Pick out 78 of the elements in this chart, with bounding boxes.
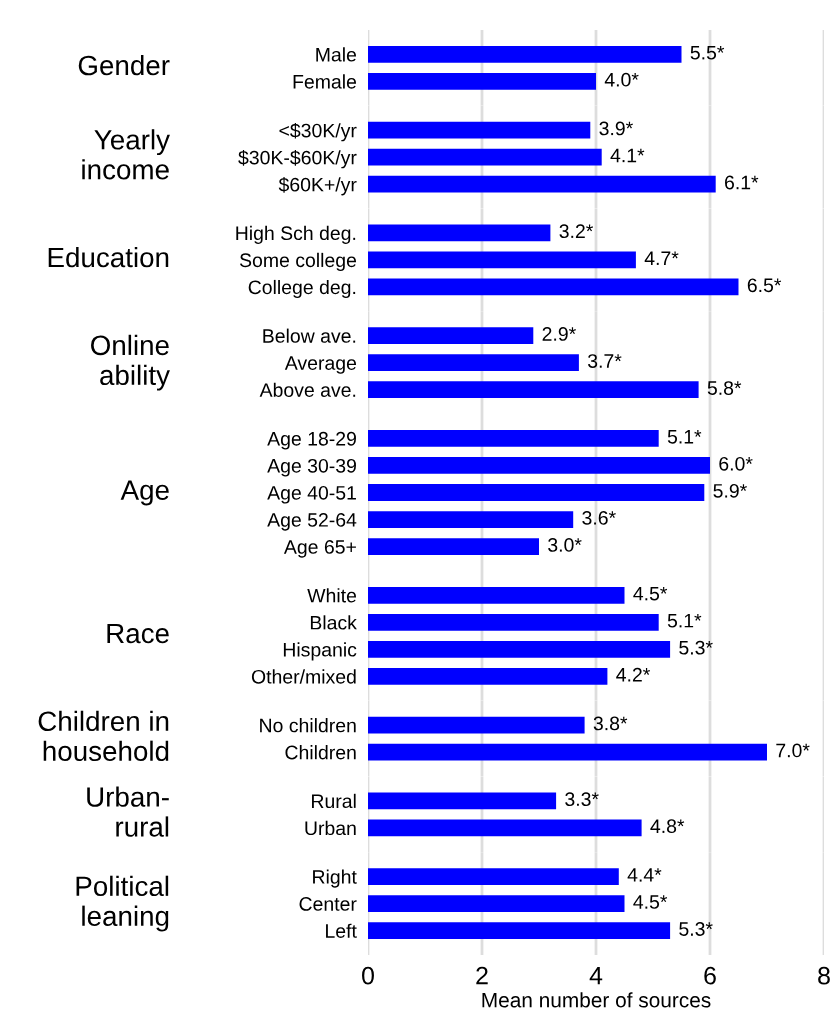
bar [368,586,625,604]
data-label: 6.1* [725,175,759,190]
x-tick-label: 4 [589,967,603,985]
y-tick-label: College deg. [248,279,356,299]
y-tick-label: Some college [239,252,357,271]
data-label: 7.0* [776,743,810,758]
y-tick-label: Center [299,897,357,911]
data-label: 4.7* [644,251,679,265]
y-tick-label: White [307,588,357,603]
y-tick-label: $30K-$60K/yr [238,149,357,169]
y-tick-label: High Sch deg. [236,225,356,244]
data-label: 5.5* [690,45,725,60]
y-tick-label: Right [313,869,357,888]
text: Children in household [38,710,169,762]
y-tick-label: Age 65+ [283,540,356,558]
data-label: 3.0* [548,538,582,552]
data-label: 4.0* [604,72,639,87]
y-tick-label: <$30K/yr [279,122,357,142]
y-tick-label: Male [316,47,357,62]
data-label: 4.5* [633,895,668,909]
y-tick-label: Urban [305,820,356,836]
data-label: 5.1* [667,430,702,444]
y-tick-label: Age 18-29 [267,431,356,450]
data-label: 3.2* [559,224,594,239]
data-label: 3.3* [565,792,599,807]
data-label: 3.9* [599,121,633,136]
bar [368,511,574,528]
data-label: 3.8* [593,716,628,731]
data-label: 4.8* [650,819,685,834]
data-label: 5.8* [707,381,742,395]
data-label: 4.4* [627,868,662,882]
x-axis-title: Mean number of sources [482,992,711,1008]
data-label: 5.9* [713,483,747,498]
bar [368,613,659,631]
data-label: 2.9* [542,327,576,341]
text: Online ability [91,334,170,391]
y-tick-label: Below ave. [263,328,356,343]
y-tick-label: Above ave. [259,382,356,397]
y-tick-label: Age 52-64 [267,513,357,531]
data-label: 3.6* [582,511,616,525]
text: Political leaning [76,875,169,932]
data-label: 5.3* [679,640,713,655]
y-tick-label: Age 40-51 [267,485,356,504]
bar [368,640,671,658]
text: Urban- rural [87,786,169,837]
data-label: 4.5* [633,586,668,601]
y-tick-label: No children [260,718,356,733]
text: Age [120,480,169,506]
data-label: 3.7* [587,354,622,368]
y-tick-label: Children [285,745,356,760]
bar [368,484,705,501]
data-label: 6.0* [719,456,753,471]
data-label: 4.1* [610,148,645,163]
y-tick-label: Female [293,74,357,89]
bar [368,538,539,555]
y-tick-label: Hispanic [283,642,357,661]
bar [368,457,710,474]
text: Education [48,246,169,268]
y-tick-label: Average [284,356,357,374]
y-tick-label: Other/mixed [251,669,356,684]
data-label: 5.3* [679,922,713,936]
x-tick-label: 8 [818,966,830,985]
text: Gender [78,54,170,76]
y-tick-label: Black [310,615,357,630]
data-label: 6.5* [747,278,782,293]
text: Race [107,623,169,644]
y-tick-label: Age 30-39 [267,458,356,477]
y-tick-label: $60K+/yr [278,176,357,196]
text: Yearly income [82,129,170,180]
x-tick-label: 2 [476,966,488,985]
bar [368,668,608,685]
data-label: 4.2* [616,667,651,682]
data-label: 5.1* [667,613,702,628]
x-tick-label: 0 [362,966,374,985]
y-tick-label: Rural [312,793,356,809]
x-tick-label: 6 [704,966,716,985]
bar [368,430,659,447]
y-tick-label: Left [326,923,357,938]
